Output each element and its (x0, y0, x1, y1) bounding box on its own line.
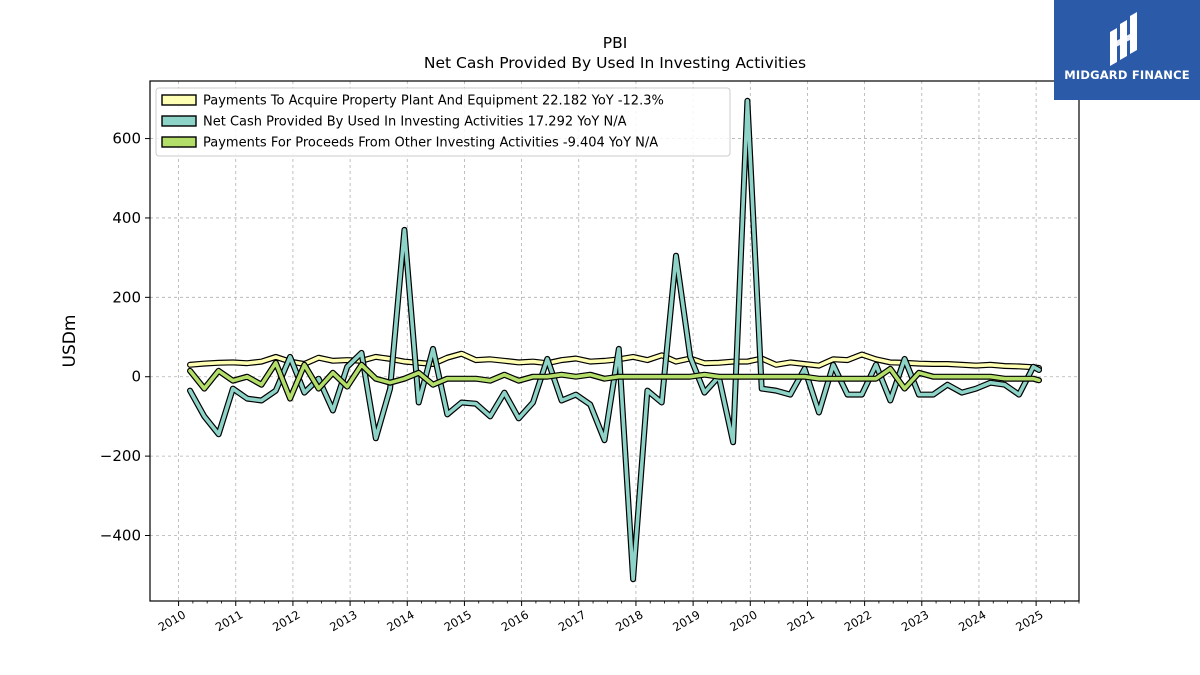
x-tick-label: 2017 (556, 607, 588, 634)
x-tick-label: 2013 (327, 607, 359, 634)
x-tick-label: 2021 (785, 607, 817, 634)
y-tick-label: 0 (131, 368, 141, 386)
x-tick-label: 2012 (270, 607, 302, 634)
legend-swatch (161, 115, 197, 127)
x-tick-label: 2015 (442, 607, 474, 634)
legend: Payments To Acquire Property Plant And E… (155, 87, 731, 157)
legend-item-3: Payments For Proceeds From Other Investi… (161, 136, 658, 151)
legend-box (155, 87, 731, 157)
series-layer (187, 97, 1042, 583)
plot-frame (149, 80, 1080, 602)
legend-label: Net Cash Provided By Used In Investing A… (203, 115, 627, 130)
x-tick-label: 2018 (613, 607, 645, 634)
x-tick-label: 2020 (727, 607, 759, 634)
x-tick-label: 2024 (956, 607, 988, 634)
midgard-finance-logo: MIDGARD FINANCE (1054, 0, 1200, 100)
x-tick-label: 2010 (156, 607, 188, 634)
x-axis: 2010 2011 2012 2013 2014 2015 2016 2017 2018 2019… (156, 601, 1080, 634)
grid-lines (150, 81, 1079, 601)
legend-swatch (161, 94, 197, 106)
logo-text: MIDGARD FINANCE (1064, 68, 1190, 82)
y-axis-label: USDm (60, 315, 80, 368)
chart-subtitle: Net Cash Provided By Used In Investing A… (424, 54, 806, 72)
x-tick-label: 2016 (499, 607, 531, 634)
y-tick-label: 200 (112, 288, 141, 306)
x-tick-label: 2014 (384, 607, 416, 634)
legend-swatch (161, 136, 197, 148)
series-2-line (187, 97, 1042, 583)
series-3-line (187, 359, 1042, 402)
x-tick-label: 2025 (1013, 607, 1045, 634)
y-tick-label: −200 (100, 447, 141, 465)
y-tick-label: 600 (112, 130, 141, 148)
x-tick-label: 2023 (899, 607, 931, 634)
legend-item-2: Net Cash Provided By Used In Investing A… (161, 115, 627, 130)
midgard-logo-icon (1110, 12, 1137, 66)
legend-label: Payments To Acquire Property Plant And E… (203, 94, 664, 109)
x-tick-label: 2011 (213, 607, 245, 634)
chart-title: PBI (603, 34, 628, 52)
y-tick-label: 400 (112, 209, 141, 227)
legend-item-1: Payments To Acquire Property Plant And E… (161, 94, 664, 109)
x-tick-label: 2019 (670, 607, 702, 634)
y-tick-label: −400 (100, 527, 141, 545)
legend-label: Payments For Proceeds From Other Investi… (203, 136, 658, 151)
y-axis: −400 −200 0 200 400 600 (100, 130, 150, 545)
x-tick-label: 2022 (842, 607, 874, 634)
